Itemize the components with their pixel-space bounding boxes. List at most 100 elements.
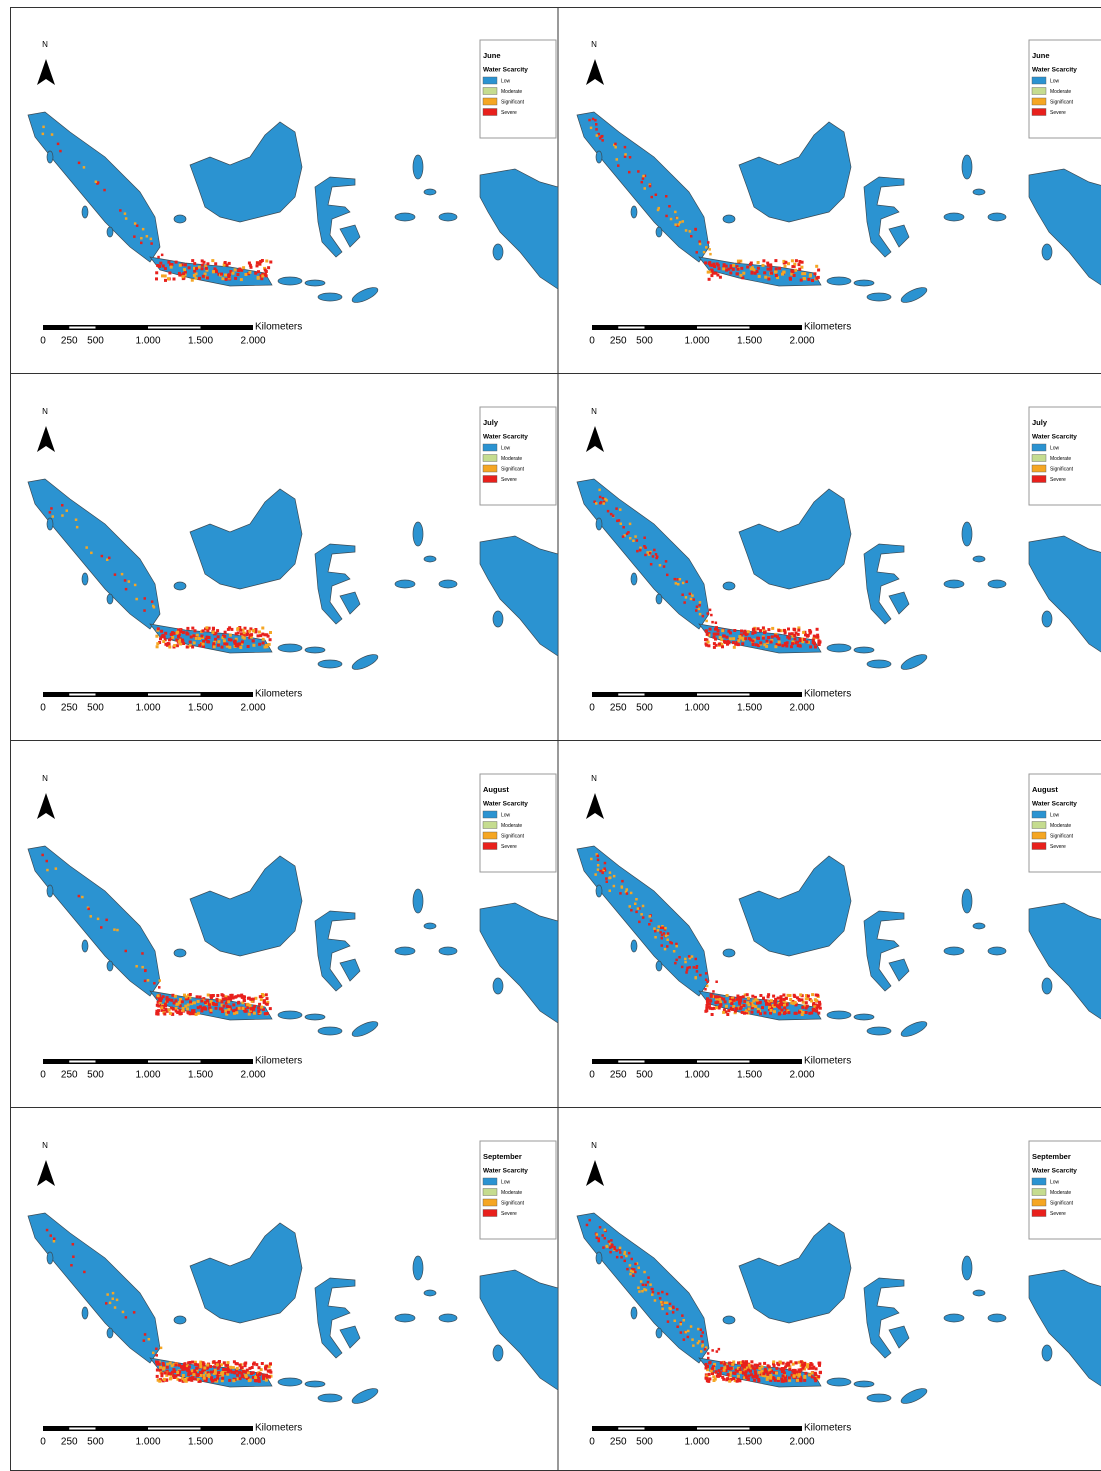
scarcity-cell (155, 1348, 158, 1351)
scarcity-cell (634, 535, 637, 538)
scarcity-cell (704, 261, 707, 264)
scarcity-cell (105, 1302, 108, 1305)
scarcity-cell (50, 507, 53, 510)
map-panel: NAugustWater ScarcityLowModerateSignific… (28, 774, 558, 1081)
scarcity-cell (253, 1005, 256, 1008)
scarcity-cell (178, 1009, 181, 1012)
scarcity-cell (598, 1240, 601, 1243)
scarcity-cell (744, 637, 747, 640)
scarcity-cell (220, 1000, 223, 1003)
scarcity-cell (241, 996, 244, 999)
scarcity-cell (598, 489, 601, 492)
scarcity-cell (221, 646, 224, 649)
scarcity-cell (818, 641, 821, 644)
north-label: N (42, 774, 48, 783)
scarcity-cell (686, 967, 689, 970)
scarcity-cell (209, 1365, 212, 1368)
map-panel: NJuneWater ScarcityLowModerateSignifican… (577, 40, 1101, 347)
scarcity-cell (224, 1368, 227, 1371)
scarcity-cell (705, 1367, 708, 1370)
scarcity-cell (696, 606, 699, 609)
scale-tick-label: 500 (636, 336, 653, 347)
north-label: N (42, 1141, 48, 1150)
scarcity-cell (596, 1237, 599, 1240)
scarcity-cell (763, 1362, 766, 1365)
scarcity-cell (721, 645, 724, 648)
scarcity-cell (726, 1365, 729, 1368)
scarcity-cell (665, 560, 668, 563)
legend-label: Significant (501, 466, 525, 472)
scarcity-cell (184, 1362, 187, 1365)
scarcity-cell (191, 646, 194, 649)
scarcity-cell (710, 995, 713, 998)
legend-swatch (1032, 444, 1046, 451)
scarcity-cell (159, 1366, 162, 1369)
scarcity-cell (619, 1251, 622, 1254)
scarcity-cell (713, 642, 716, 645)
scarcity-cell (757, 261, 760, 264)
scarcity-cell (762, 997, 765, 1000)
scarcity-cell (173, 1002, 176, 1005)
scarcity-cell (782, 271, 785, 274)
scarcity-cell (814, 646, 817, 649)
scarcity-cell (811, 1363, 814, 1366)
scarcity-cell (783, 1006, 786, 1009)
scarcity-cell (682, 582, 685, 585)
scarcity-cell (152, 605, 155, 608)
scarcity-cell (656, 556, 659, 559)
figure: NJuneWater ScarcityLowModerateSignifican… (0, 0, 1101, 1471)
scarcity-cell (679, 578, 682, 581)
scarcity-cell (212, 1002, 215, 1005)
legend-label: Significant (501, 833, 525, 839)
scarcity-cell (812, 641, 815, 644)
scarcity-cell (220, 273, 223, 276)
scarcity-cell (806, 1005, 809, 1008)
scarcity-cell (175, 1007, 178, 1010)
scale-tick-label: 500 (87, 1437, 104, 1448)
scarcity-cell (788, 1376, 791, 1379)
scarcity-cell (252, 644, 255, 647)
scarcity-cell (710, 614, 713, 617)
scarcity-cell (769, 268, 772, 271)
scarcity-cell (675, 943, 678, 946)
scarcity-cell (177, 635, 180, 638)
scale-tick-label: 2.000 (789, 1437, 814, 1448)
scarcity-cell (727, 1373, 730, 1376)
scarcity-cell (698, 604, 701, 607)
scarcity-cell (105, 919, 108, 922)
scarcity-cell (787, 628, 790, 631)
scarcity-cell (720, 1361, 723, 1364)
scarcity-cell (144, 1333, 147, 1336)
scarcity-cell (626, 1268, 629, 1271)
legend-swatch (483, 1178, 497, 1185)
scale-tick-label: 2.000 (789, 703, 814, 714)
scarcity-cell (714, 995, 717, 998)
scarcity-cell (775, 274, 778, 277)
scarcity-cell (244, 1364, 247, 1367)
scarcity-cell (674, 962, 677, 965)
scarcity-cell (179, 264, 182, 267)
scarcity-cell (236, 273, 239, 276)
scarcity-cell (691, 1338, 694, 1341)
scarcity-cell (732, 1377, 735, 1380)
scarcity-cell (723, 1363, 726, 1366)
scarcity-cell (172, 1008, 175, 1011)
scarcity-cell (767, 628, 770, 631)
legend-month: June (1032, 51, 1050, 60)
scarcity-cell (721, 629, 724, 632)
scarcity-cell (693, 598, 696, 601)
scarcity-cell (636, 550, 639, 553)
scarcity-cell (813, 635, 816, 638)
scarcity-cell (666, 1293, 669, 1296)
scarcity-cell (666, 1302, 669, 1305)
scarcity-cell (639, 549, 642, 552)
scarcity-cell (666, 939, 669, 942)
scarcity-cell (162, 265, 165, 268)
legend-label: Significant (1050, 466, 1074, 472)
scarcity-cell (95, 181, 98, 184)
scarcity-cell (201, 1007, 204, 1010)
scarcity-cell (798, 263, 801, 266)
scarcity-cell (705, 1377, 708, 1380)
north-arrow (37, 793, 55, 819)
scale-tick-label: 1.500 (188, 1437, 213, 1448)
